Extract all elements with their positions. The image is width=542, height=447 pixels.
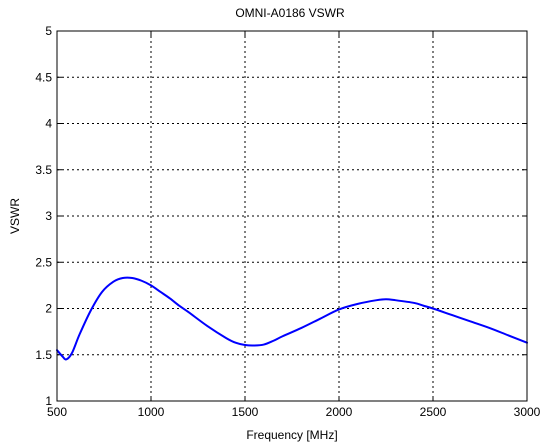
y-tick-label: 2 <box>45 302 52 316</box>
series-group <box>56 276 528 361</box>
y-tick-label: 3.5 <box>35 163 52 177</box>
x-tick-label: 3000 <box>514 405 541 419</box>
x-tick-label: 2500 <box>420 405 447 419</box>
y-tick-label: 4.5 <box>35 70 52 84</box>
x-tick-label: 2000 <box>326 405 353 419</box>
x-tick-label: 1000 <box>138 405 165 419</box>
grid <box>57 31 527 401</box>
x-tick-label: 500 <box>47 405 67 419</box>
x-tick-label: 1500 <box>232 405 259 419</box>
chart-title: OMNI-A0186 VSWR <box>235 6 345 20</box>
x-axis-label: Frequency [MHz] <box>246 428 337 442</box>
y-tick-labels: 1 1.5 2 2.5 3 3.5 4 4.5 5 <box>35 24 52 408</box>
vswr-series-line <box>56 276 528 361</box>
y-axis-label: VSWR <box>8 198 22 234</box>
y-tick-label: 5 <box>45 24 52 38</box>
plot-frame-border <box>56 30 528 402</box>
y-tick-label: 2.5 <box>35 255 52 269</box>
x-tick-labels: 500 1000 1500 2000 2500 3000 <box>47 405 541 419</box>
y-tick-label: 1 <box>45 394 52 408</box>
y-tick-label: 1.5 <box>35 348 52 362</box>
y-tick-label: 3 <box>45 209 52 223</box>
y-tick-label: 4 <box>45 117 52 131</box>
